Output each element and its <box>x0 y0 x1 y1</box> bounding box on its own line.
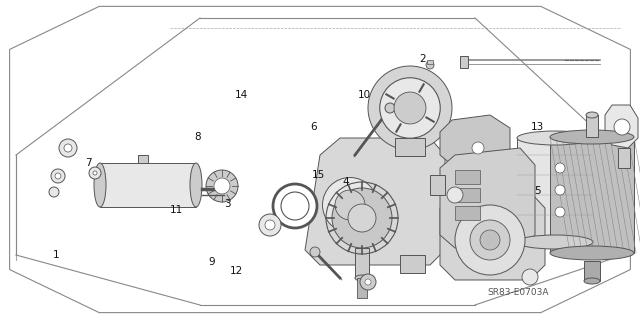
Bar <box>427 60 433 64</box>
Text: 5: 5 <box>534 186 541 197</box>
Ellipse shape <box>190 163 202 207</box>
Text: 15: 15 <box>312 170 325 180</box>
Bar <box>455 170 480 184</box>
Bar <box>584 261 600 281</box>
Polygon shape <box>305 138 445 265</box>
Circle shape <box>480 230 500 250</box>
Circle shape <box>59 139 77 157</box>
Ellipse shape <box>586 112 598 118</box>
Ellipse shape <box>517 235 593 249</box>
Bar <box>455 206 480 220</box>
Bar <box>460 56 468 68</box>
Ellipse shape <box>335 190 365 220</box>
Circle shape <box>64 144 72 152</box>
Text: 3: 3 <box>224 198 230 209</box>
Circle shape <box>365 279 371 285</box>
Circle shape <box>214 178 230 194</box>
Bar <box>100 163 196 207</box>
Ellipse shape <box>517 131 593 145</box>
Circle shape <box>555 185 565 195</box>
Circle shape <box>259 214 281 236</box>
Text: 6: 6 <box>310 122 317 132</box>
Polygon shape <box>440 192 545 280</box>
Ellipse shape <box>355 275 369 281</box>
Circle shape <box>360 274 376 290</box>
Ellipse shape <box>323 177 378 233</box>
Text: SR83-E0703A: SR83-E0703A <box>488 288 549 297</box>
Circle shape <box>555 207 565 217</box>
Bar <box>550 137 634 253</box>
Ellipse shape <box>550 130 634 144</box>
Bar <box>355 248 369 278</box>
Circle shape <box>348 204 376 232</box>
Circle shape <box>310 247 320 257</box>
Bar <box>618 148 630 168</box>
Text: 13: 13 <box>531 122 544 132</box>
Circle shape <box>447 187 463 203</box>
Ellipse shape <box>550 246 634 260</box>
Circle shape <box>273 184 317 228</box>
Circle shape <box>614 119 630 135</box>
Circle shape <box>265 220 275 230</box>
Bar <box>357 278 367 298</box>
Bar <box>517 138 593 242</box>
Bar <box>455 188 480 202</box>
Circle shape <box>470 220 510 260</box>
Circle shape <box>426 61 434 69</box>
Circle shape <box>49 187 59 197</box>
Circle shape <box>394 92 426 124</box>
Text: 11: 11 <box>170 205 182 215</box>
Text: 8: 8 <box>194 132 200 142</box>
Ellipse shape <box>94 163 106 207</box>
Circle shape <box>281 192 309 220</box>
Ellipse shape <box>584 278 600 284</box>
Text: 10: 10 <box>358 90 371 100</box>
Bar <box>586 115 598 137</box>
Polygon shape <box>440 148 535 248</box>
Circle shape <box>465 135 491 161</box>
Circle shape <box>385 103 395 113</box>
Bar <box>138 155 148 163</box>
Circle shape <box>89 167 101 179</box>
Polygon shape <box>440 115 510 172</box>
Circle shape <box>368 66 452 150</box>
Circle shape <box>555 163 565 173</box>
Text: 9: 9 <box>208 256 214 267</box>
Circle shape <box>332 188 392 248</box>
Text: 1: 1 <box>53 250 60 260</box>
Bar <box>395 138 425 156</box>
Circle shape <box>472 142 484 154</box>
Circle shape <box>380 78 440 138</box>
Polygon shape <box>605 105 638 148</box>
Bar <box>550 137 634 253</box>
Circle shape <box>55 173 61 179</box>
Bar <box>430 175 445 195</box>
Circle shape <box>206 170 238 202</box>
Text: 12: 12 <box>230 265 243 276</box>
Bar <box>400 255 425 273</box>
Circle shape <box>522 269 538 285</box>
Text: 7: 7 <box>85 158 92 168</box>
Circle shape <box>455 205 525 275</box>
Circle shape <box>51 169 65 183</box>
Circle shape <box>93 171 97 175</box>
Text: 14: 14 <box>236 90 248 100</box>
Text: 2: 2 <box>419 54 426 64</box>
Text: 4: 4 <box>342 177 349 187</box>
